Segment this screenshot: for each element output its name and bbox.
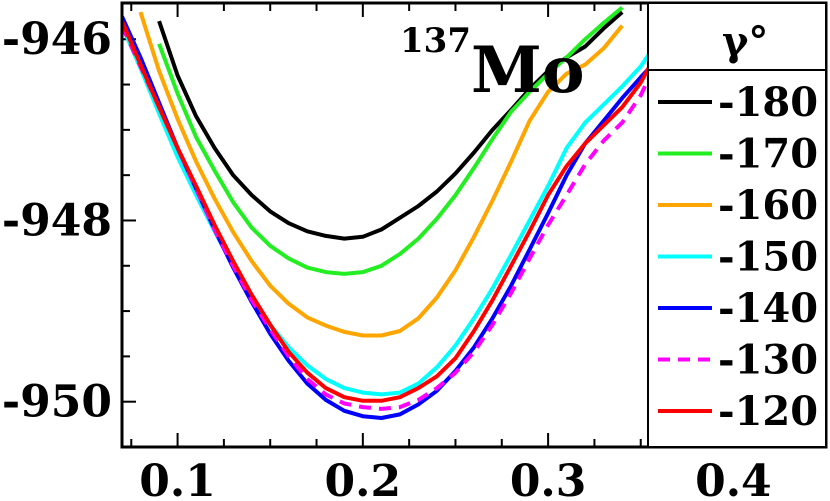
series-line--160 (138, 11, 624, 338)
series-line--170 (157, 5, 624, 276)
legend-label: -140 (718, 285, 818, 332)
legend-label: -170 (718, 131, 818, 178)
y-axis-tick-labels: -946 -948 -950 (2, 14, 112, 427)
x-axis-tick-labels: 0.1 0.2 0.3 0.4 (139, 456, 771, 501)
legend-frame (647, 2, 827, 448)
x-tick-label: 0.4 (695, 456, 772, 501)
legend-items: -180 -170-160 -150-140 -130-120 (658, 79, 818, 435)
legend-label: -160 (718, 182, 818, 229)
y-tick-label: -948 (2, 195, 112, 246)
legend: γ° -180 -170-160 -150-140 -130-120 (647, 2, 827, 448)
legend-label: -150 (718, 234, 818, 281)
title-mass-number: 137 (400, 21, 471, 61)
x-tick-label: 0.3 (510, 456, 587, 501)
title-element: Mo (471, 33, 585, 108)
series-line--130 (122, 9, 680, 411)
series-lines (122, 3, 699, 420)
y-tick-label: -946 (2, 14, 112, 65)
y-axis-ticks (122, 38, 136, 448)
chart-title: 137Mo (400, 21, 585, 108)
legend-label: -130 (718, 337, 818, 384)
legend-label: -120 (718, 388, 818, 435)
legend-label: -180 (718, 79, 818, 126)
legend-title: γ° (722, 18, 768, 65)
x-tick-label: 0.2 (325, 456, 402, 501)
y-tick-label: -950 (2, 377, 112, 428)
x-tick-label: 0.1 (139, 456, 216, 501)
series-line--120 (122, 6, 680, 403)
